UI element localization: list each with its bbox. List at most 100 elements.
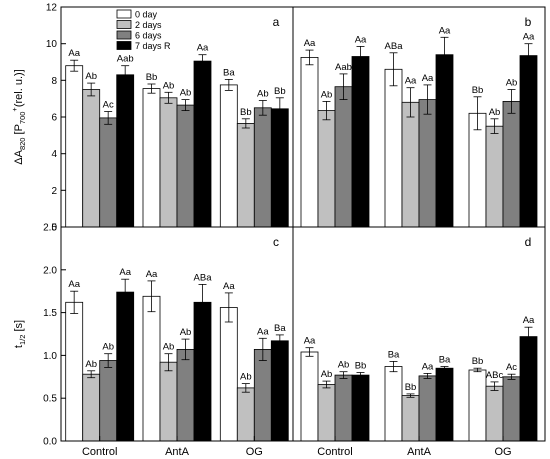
significance-label: ABa (194, 272, 213, 283)
bar (468, 369, 487, 442)
y-axis-label-bottom: t1/2 [s] (13, 320, 27, 348)
significance-label: Aa (68, 279, 80, 290)
legend-swatch (116, 30, 132, 40)
significance-label: Ab (180, 327, 192, 338)
bar (219, 84, 238, 228)
panel-letter: d (525, 235, 532, 249)
legend-swatch (116, 20, 132, 29)
significance-label: Aa (523, 32, 535, 43)
significance-label: Ba (439, 355, 451, 366)
significance-label: Aa (439, 25, 451, 36)
bar (317, 110, 336, 228)
bar (159, 97, 178, 228)
category-label: AntA (407, 446, 432, 458)
significance-label: ABc (486, 370, 504, 381)
y-axis-label-part: t (13, 345, 25, 348)
bar (236, 387, 255, 442)
significance-label: Ab (180, 88, 192, 99)
bar (193, 301, 212, 442)
bar (253, 107, 272, 228)
significance-label: Ba (223, 67, 235, 78)
category-label: OG (246, 446, 263, 458)
bar (193, 60, 212, 228)
legend-swatch (116, 9, 132, 19)
bar (116, 291, 135, 442)
panel-letter: b (525, 15, 532, 29)
bar (300, 351, 319, 442)
y-tick-label: 1.0 (43, 351, 57, 362)
y-axis-label-part: 700 (18, 112, 27, 125)
significance-label: Aa (146, 269, 158, 280)
significance-label: Ab (338, 360, 350, 371)
significance-label: Aa (304, 38, 316, 49)
significance-label: Aa (304, 336, 316, 347)
significance-label: Aa (355, 34, 367, 45)
legend-label: 0 day (135, 10, 158, 20)
bar (65, 301, 84, 442)
legend-label: 2 days (135, 20, 162, 30)
significance-label: Ab (85, 71, 97, 82)
bar (65, 65, 84, 228)
bar (219, 307, 238, 442)
significance-label: Bb (472, 356, 484, 367)
bar (317, 384, 336, 442)
y-tick-label: 1.5 (43, 308, 57, 319)
y-tick-label: 10 (46, 39, 58, 50)
legend-swatch (116, 41, 132, 50)
significance-label: Aa (197, 43, 209, 54)
significance-label: Ab (102, 342, 114, 353)
bar (468, 112, 487, 228)
y-axis-label-part: [s] (13, 320, 25, 335)
significance-label: Ba (274, 323, 286, 334)
significance-label: ABa (385, 41, 404, 52)
y-tick-label: 0.0 (43, 437, 57, 448)
significance-label: Aa (422, 361, 434, 372)
bar (384, 366, 403, 442)
significance-label: Ab (163, 80, 175, 91)
panel-a: Aa Ab Ac Aab Bb Ab Ab Aa Ba Bb Ab Bb a 0 2 4 6 8 10 12 (46, 3, 289, 234)
significance-label: Ab (321, 369, 333, 380)
bar (159, 361, 178, 442)
significance-label: Aa (257, 326, 269, 337)
bar (502, 376, 521, 442)
bar (519, 336, 538, 442)
bar (99, 117, 118, 228)
significance-label: Aa (405, 76, 417, 87)
bar (142, 88, 161, 228)
bar (418, 99, 437, 228)
significance-label: Aa (223, 281, 235, 292)
y-tick-label: 0.5 (43, 394, 57, 405)
bar (142, 295, 161, 442)
significance-label: Bb (405, 382, 417, 393)
y-axis-label-part: 820 (18, 138, 27, 151)
y-tick-label: 4 (51, 149, 57, 160)
y-tick-label: 2.0 (43, 265, 57, 276)
bar (99, 360, 118, 442)
y-tick-label: 0 (51, 223, 57, 234)
bar (334, 374, 353, 442)
significance-label: Ab (321, 89, 333, 100)
y-axis-label-part: (rel. u.)] (13, 69, 25, 107)
significance-label: Bb (472, 85, 484, 96)
bar (519, 55, 538, 228)
category-label: Control (82, 446, 117, 458)
significance-label: Aa (68, 48, 80, 59)
legend-label: 7 days R (135, 41, 171, 51)
category-label: AntA (165, 446, 190, 458)
bar (351, 56, 370, 228)
significance-label: Ab (506, 78, 518, 89)
category-label: Control (317, 446, 352, 458)
significance-label: Ba (388, 349, 400, 360)
figure-frame (60, 6, 546, 442)
bar (485, 385, 504, 442)
y-tick-label: 2.5 (43, 223, 57, 234)
significance-label: Ab (163, 342, 175, 353)
y-tick-label: 12 (46, 3, 58, 14)
significance-label: Aab (335, 62, 352, 73)
legend-label: 6 days (135, 31, 162, 41)
bar (176, 104, 195, 228)
panel-letter: c (273, 235, 279, 249)
